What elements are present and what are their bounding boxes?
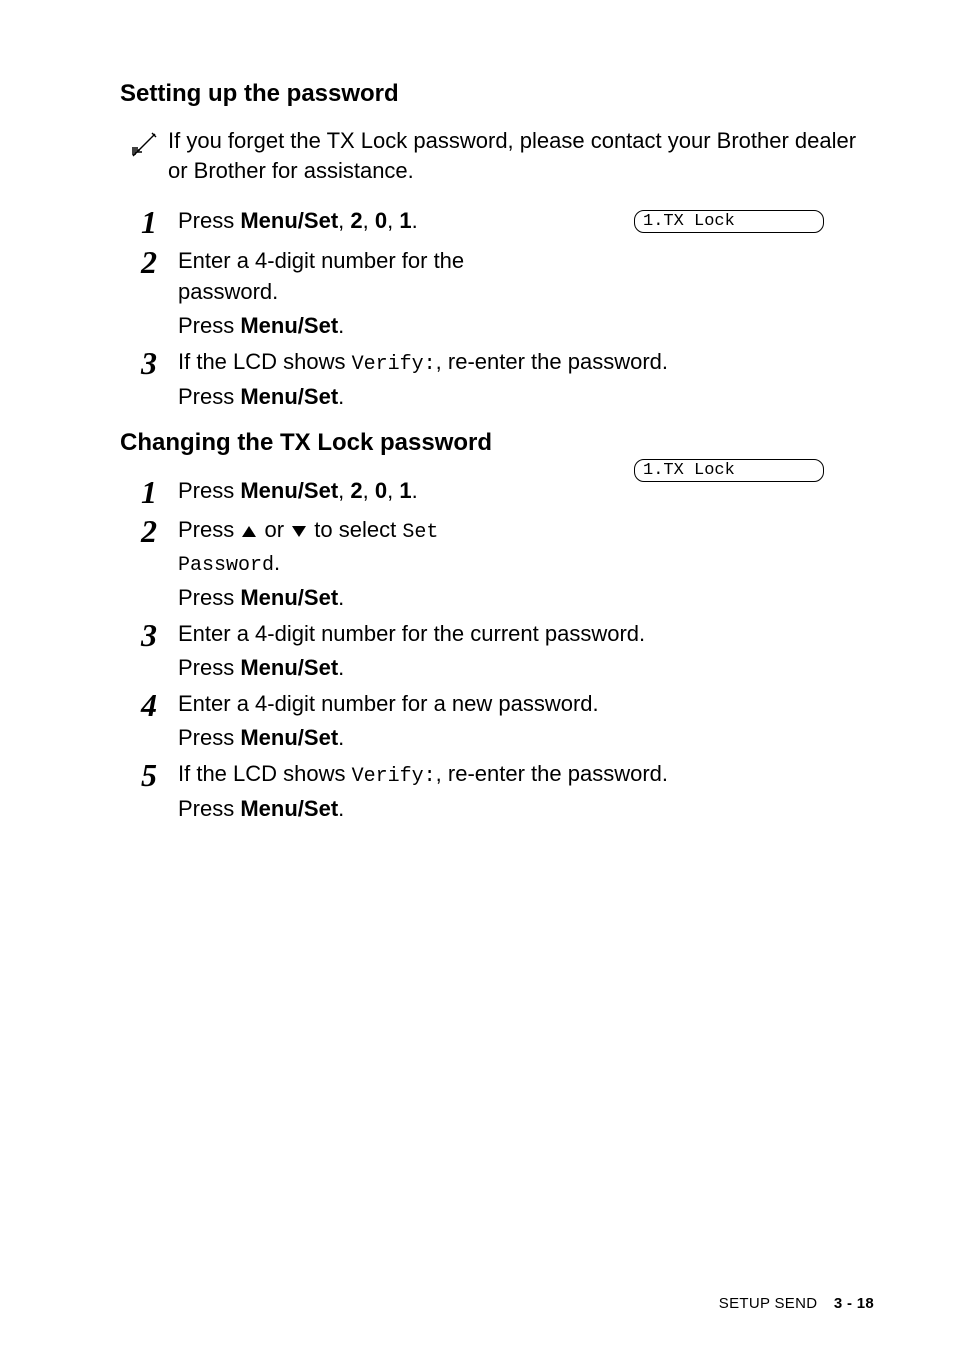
heading-setting-up-password: Setting up the password	[120, 80, 874, 108]
key-1: 1	[399, 478, 411, 503]
period: .	[412, 478, 418, 503]
menu-set: Menu/Set	[240, 384, 338, 409]
arrow-up-icon	[242, 526, 256, 537]
menu-set: Menu/Set	[240, 208, 338, 233]
step-2-5: 5 If the LCD shows Verify:, re-enter the…	[120, 758, 874, 825]
sep: ,	[338, 208, 350, 233]
text: Press	[178, 478, 240, 503]
press-line: Press Menu/Set.	[178, 381, 874, 413]
lcd-display-2: 1.TX Lock	[634, 459, 824, 482]
menu-set: Menu/Set	[240, 796, 338, 821]
period: .	[338, 313, 344, 338]
step-number: 2	[120, 514, 178, 549]
period: .	[338, 725, 344, 750]
arrow-down-icon	[292, 526, 306, 537]
step-number: 5	[120, 758, 178, 793]
line: Enter a 4-digit number for a new passwor…	[178, 688, 874, 720]
lcd-display-1: 1.TX Lock	[634, 210, 824, 233]
line: If the LCD shows Verify:, re-enter the p…	[178, 758, 874, 791]
sep: ,	[387, 478, 399, 503]
prefix: Press	[178, 517, 240, 542]
suffix: to select	[308, 517, 402, 542]
step-body: If the LCD shows Verify:, re-enter the p…	[178, 758, 874, 825]
step-body: If the LCD shows Verify:, re-enter the p…	[178, 346, 874, 413]
period: .	[274, 550, 280, 575]
press-line: Press Menu/Set.	[178, 582, 874, 614]
press-line: Press Menu/Set.	[178, 310, 874, 342]
key-2: 2	[350, 208, 362, 233]
period: .	[338, 384, 344, 409]
step-number: 4	[120, 688, 178, 723]
line: If the LCD shows Verify:, re-enter the p…	[178, 346, 874, 379]
mono-password: Password	[178, 554, 274, 577]
step-2-3: 3 Enter a 4-digit number for the current…	[120, 618, 874, 684]
step-2-4: 4 Enter a 4-digit number for a new passw…	[120, 688, 874, 754]
menu-set: Menu/Set	[240, 585, 338, 610]
press-prefix: Press	[178, 384, 240, 409]
key-2: 2	[350, 478, 362, 503]
step-number: 2	[120, 245, 178, 280]
key-0: 0	[375, 208, 387, 233]
line: Enter a 4-digit number for the current p…	[178, 618, 874, 650]
step-body: Press or to select Set Password. Press M…	[178, 514, 874, 614]
step-number: 3	[120, 618, 178, 653]
step-body: Press Menu/Set, 2, 0, 1.	[178, 475, 518, 507]
step-2-2: 2 Press or to select Set Password. Press…	[120, 514, 874, 614]
mono-verify: Verify:	[352, 353, 436, 376]
prefix: If the LCD shows	[178, 349, 352, 374]
step-body: Press Menu/Set, 2, 0, 1.	[178, 205, 518, 237]
note-text: If you forget the TX Lock password, plea…	[168, 126, 874, 185]
key-0: 0	[375, 478, 387, 503]
heading-changing-tx-lock: Changing the TX Lock password	[120, 429, 874, 457]
footer: SETUP SEND 3 - 18	[719, 1295, 874, 1312]
press-line: Press Menu/Set.	[178, 652, 874, 684]
sep: ,	[363, 478, 375, 503]
period: .	[338, 655, 344, 680]
suffix: , re-enter the password.	[436, 349, 668, 374]
step-body: Enter a 4-digit number for the current p…	[178, 618, 874, 684]
footer-page: 3 - 18	[834, 1295, 874, 1312]
step-number: 1	[120, 475, 178, 510]
sep: ,	[387, 208, 399, 233]
period: .	[338, 585, 344, 610]
note-icon	[120, 126, 168, 160]
press-prefix: Press	[178, 655, 240, 680]
sep: ,	[338, 478, 350, 503]
menu-set: Menu/Set	[240, 313, 338, 338]
press-prefix: Press	[178, 585, 240, 610]
step-1-2: 2 Enter a 4-digit number for the passwor…	[120, 245, 874, 343]
text: Enter a 4-digit number for the password.	[178, 245, 518, 309]
step-body: Enter a 4-digit number for the password.…	[178, 245, 874, 343]
key-1: 1	[399, 208, 411, 233]
mid: or	[258, 517, 290, 542]
step-body: Enter a 4-digit number for a new passwor…	[178, 688, 874, 754]
press-line: Press Menu/Set.	[178, 793, 874, 825]
page: 1.TX Lock 1.TX Lock Setting up the passw…	[0, 0, 954, 1352]
menu-set: Menu/Set	[240, 725, 338, 750]
mono-verify: Verify:	[352, 765, 436, 788]
step-1-3: 3 If the LCD shows Verify:, re-enter the…	[120, 346, 874, 413]
period: .	[338, 796, 344, 821]
press-prefix: Press	[178, 313, 240, 338]
press-line: Press Menu/Set.	[178, 722, 874, 754]
press-prefix: Press	[178, 725, 240, 750]
line: Press or to select Set Password.	[178, 514, 518, 580]
step-number: 1	[120, 205, 178, 240]
mono-set: Set	[402, 521, 438, 544]
footer-section: SETUP SEND	[719, 1295, 818, 1312]
menu-set: Menu/Set	[240, 655, 338, 680]
sep: ,	[363, 208, 375, 233]
suffix: , re-enter the password.	[436, 761, 668, 786]
step-number: 3	[120, 346, 178, 381]
press-prefix: Press	[178, 796, 240, 821]
note-row: If you forget the TX Lock password, plea…	[120, 126, 874, 185]
text: Press	[178, 208, 240, 233]
period: .	[412, 208, 418, 233]
menu-set: Menu/Set	[240, 478, 338, 503]
prefix: If the LCD shows	[178, 761, 352, 786]
